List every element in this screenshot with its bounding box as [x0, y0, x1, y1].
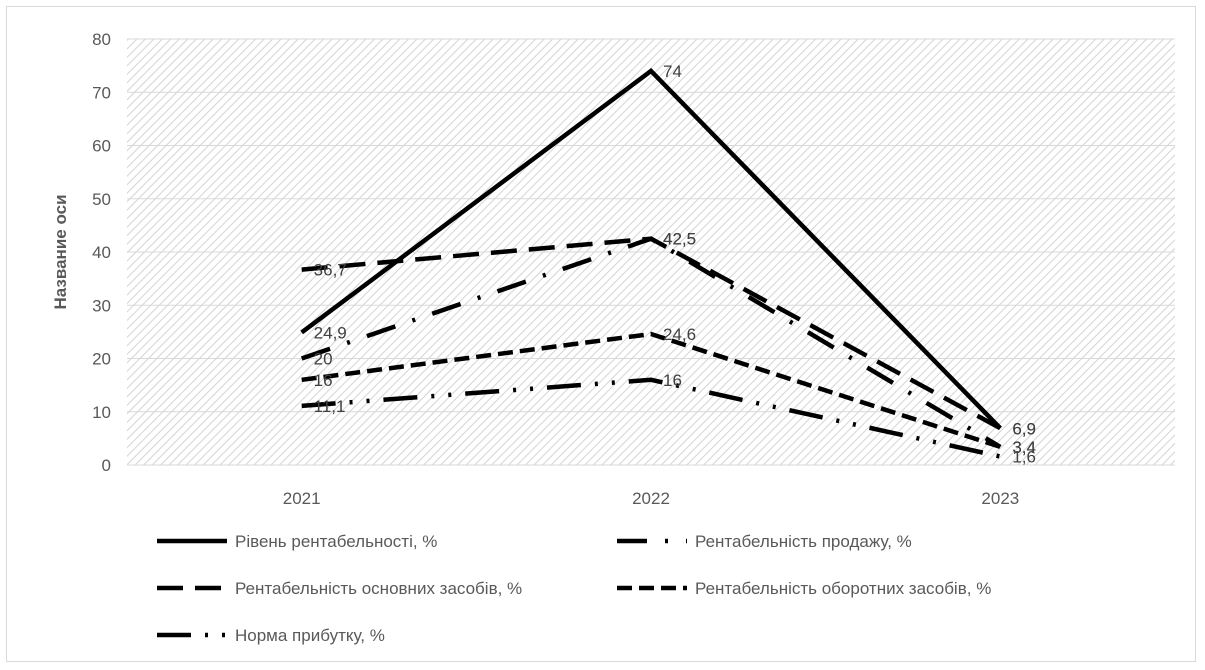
legend-label: Рентабельність оборотних засобів, % [695, 579, 991, 598]
data-label: 36,7 [314, 261, 347, 280]
data-label: 42,5 [663, 230, 696, 249]
y-tick-label: 10 [92, 403, 111, 422]
y-tick-label: 60 [92, 137, 111, 156]
data-label: 11,1 [314, 397, 346, 416]
x-tick-label: 2021 [283, 489, 321, 508]
y-tick-label: 0 [102, 456, 111, 475]
series-line-3 [301, 236, 1002, 431]
data-label: 20 [314, 350, 333, 369]
legend-label: Рівень рентабельності, % [235, 532, 437, 551]
data-label: 16 [663, 371, 682, 390]
data-label: 42,5 [663, 230, 696, 249]
chart-frame: 0 10 20 30 40 50 60 70 80 2021 2022 2023 24,9 74 6,9 2… [6, 6, 1196, 662]
data-label: 24,9 [314, 323, 347, 342]
series-line-5 [301, 377, 1001, 459]
data-label: 3,4 [1012, 438, 1036, 457]
legend-label: Норма прибутку, % [235, 626, 385, 645]
y-tick-label: 70 [92, 83, 111, 102]
data-label: 1,6 [1012, 447, 1036, 466]
series-lines [300, 67, 1002, 459]
x-tick-label: 2023 [981, 489, 1019, 508]
series-line-1 [300, 67, 1002, 430]
data-labels: 24,9746,92042,53,436,742,56,91624,63,411… [314, 62, 1036, 467]
data-label: 6,9 [1012, 419, 1036, 438]
y-tick-label: 80 [92, 30, 111, 49]
x-tick-label: 2022 [632, 489, 670, 508]
line-chart: 0 10 20 30 40 50 60 70 80 2021 2022 2023 24,9 74 6,9 2… [51, 30, 1175, 645]
legend-label: Рентабельність основних засобів, % [235, 579, 522, 598]
axes: 0 10 20 30 40 50 60 70 80 2021 2022 2023 [92, 30, 1175, 508]
data-label: 3,4 [1012, 438, 1036, 457]
legend-label: Рентабельність продажу, % [695, 532, 912, 551]
y-tick-label: 20 [92, 350, 111, 369]
y-tick-label: 40 [92, 243, 111, 262]
y-axis-title: Название оси [51, 194, 70, 309]
data-label: 24,6 [663, 325, 696, 344]
series-line-4 [301, 331, 1002, 450]
legend: Рівень рентабельності, % Рентабельність п… [157, 532, 991, 645]
y-tick-label: 30 [92, 296, 111, 315]
data-label: 6,9 [1012, 419, 1036, 438]
y-tick-label: 50 [92, 190, 111, 209]
data-label: 16 [314, 371, 333, 390]
data-label: 74 [663, 62, 682, 81]
